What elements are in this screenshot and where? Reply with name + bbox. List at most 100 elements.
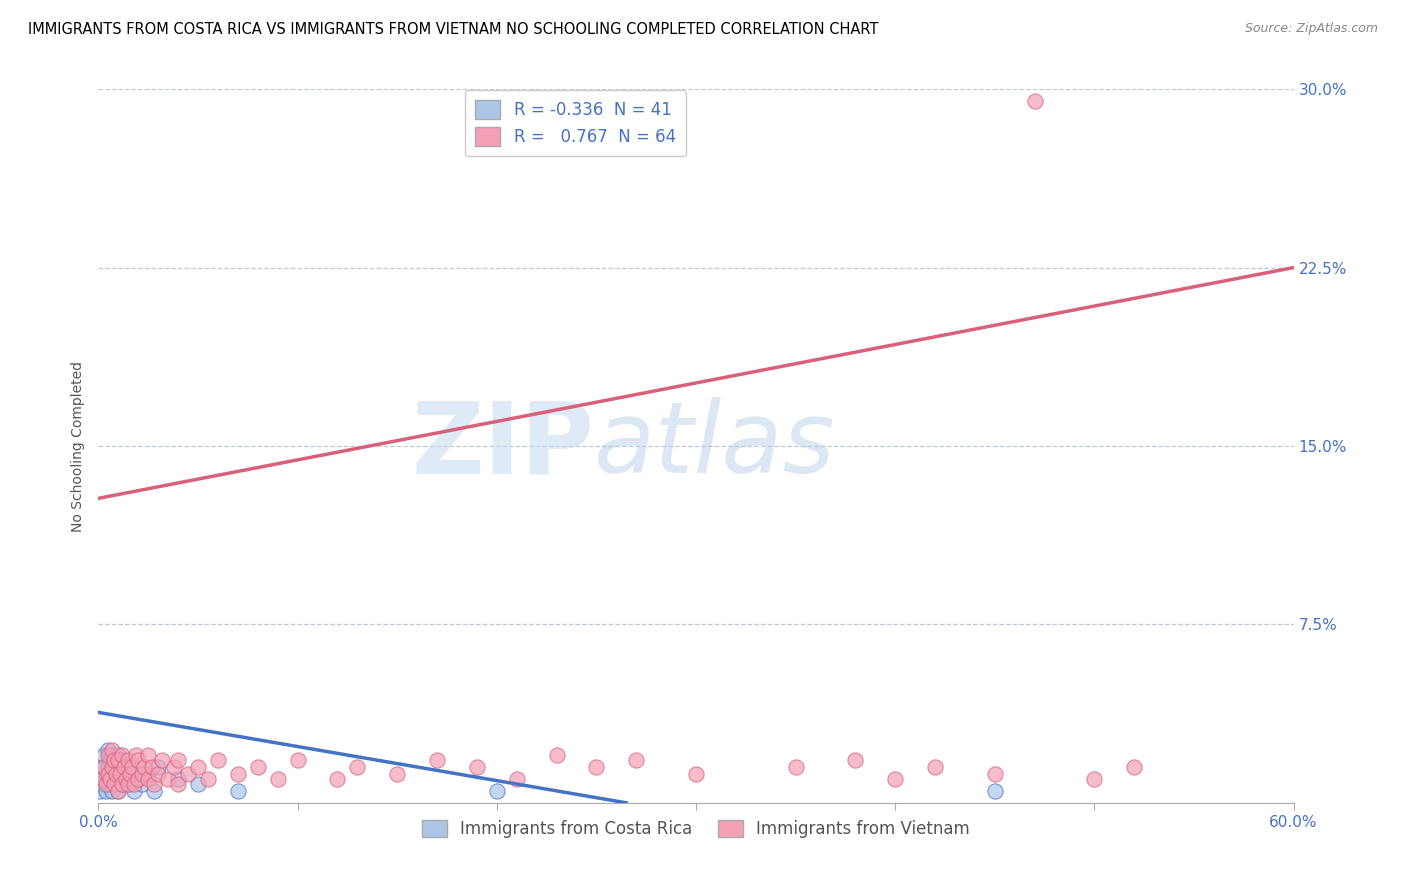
Point xyxy=(97,760,120,774)
Point xyxy=(267,772,290,786)
Point xyxy=(105,767,128,781)
Point xyxy=(685,767,707,781)
Point xyxy=(107,784,129,798)
Point xyxy=(984,767,1007,781)
Point xyxy=(1123,760,1146,774)
Point xyxy=(426,753,449,767)
Point xyxy=(136,767,159,781)
Point xyxy=(141,760,163,774)
Point xyxy=(984,784,1007,798)
Point xyxy=(110,760,132,774)
Point xyxy=(465,760,488,774)
Point xyxy=(101,784,124,798)
Point xyxy=(105,753,128,767)
Point xyxy=(167,777,190,791)
Point xyxy=(93,772,115,786)
Point xyxy=(127,772,149,786)
Point xyxy=(117,753,139,767)
Y-axis label: No Schooling Completed: No Schooling Completed xyxy=(70,360,84,532)
Point xyxy=(103,777,125,791)
Point xyxy=(89,784,111,798)
Point xyxy=(117,760,139,774)
Point xyxy=(97,777,120,791)
Point xyxy=(127,753,149,767)
Point xyxy=(101,743,124,757)
Point xyxy=(110,767,132,781)
Point xyxy=(131,777,153,791)
Point xyxy=(226,784,249,798)
Point xyxy=(103,753,125,767)
Point xyxy=(1024,94,1046,108)
Point xyxy=(150,753,173,767)
Point xyxy=(585,760,607,774)
Point xyxy=(134,760,156,774)
Point xyxy=(884,772,907,786)
Point xyxy=(148,760,170,774)
Point xyxy=(167,772,190,786)
Point xyxy=(98,772,122,786)
Point xyxy=(385,767,409,781)
Point xyxy=(98,772,122,786)
Point xyxy=(120,777,142,791)
Point xyxy=(93,760,115,774)
Point xyxy=(111,753,134,767)
Point xyxy=(111,748,134,763)
Point xyxy=(785,760,807,774)
Point xyxy=(226,767,249,781)
Point xyxy=(96,767,118,781)
Point xyxy=(136,748,159,763)
Point xyxy=(103,777,125,791)
Point xyxy=(105,772,128,786)
Point xyxy=(143,777,166,791)
Point xyxy=(136,772,159,786)
Point xyxy=(101,767,124,781)
Point xyxy=(97,743,120,757)
Point xyxy=(111,777,134,791)
Text: atlas: atlas xyxy=(595,398,837,494)
Point xyxy=(125,748,148,763)
Point xyxy=(120,767,142,781)
Point xyxy=(177,767,200,781)
Point xyxy=(131,767,153,781)
Point xyxy=(626,753,648,767)
Point xyxy=(115,772,138,786)
Point xyxy=(97,748,120,763)
Point xyxy=(506,772,529,786)
Point xyxy=(91,772,114,786)
Point xyxy=(111,777,134,791)
Point xyxy=(96,777,118,791)
Point xyxy=(485,784,508,798)
Point xyxy=(107,767,129,781)
Point xyxy=(117,777,139,791)
Point xyxy=(187,777,209,791)
Point xyxy=(91,760,114,774)
Point xyxy=(112,767,135,781)
Point xyxy=(96,784,118,798)
Point xyxy=(107,784,129,798)
Legend: Immigrants from Costa Rica, Immigrants from Vietnam: Immigrants from Costa Rica, Immigrants f… xyxy=(415,813,977,845)
Point xyxy=(246,760,269,774)
Point xyxy=(163,760,186,774)
Point xyxy=(107,748,129,763)
Point xyxy=(97,767,120,781)
Point xyxy=(148,767,170,781)
Point xyxy=(127,772,149,786)
Text: Source: ZipAtlas.com: Source: ZipAtlas.com xyxy=(1244,22,1378,36)
Point xyxy=(121,767,143,781)
Point xyxy=(844,753,866,767)
Point xyxy=(187,760,209,774)
Point xyxy=(157,772,180,786)
Point xyxy=(91,777,114,791)
Point xyxy=(546,748,568,763)
Text: IMMIGRANTS FROM COSTA RICA VS IMMIGRANTS FROM VIETNAM NO SCHOOLING COMPLETED COR: IMMIGRANTS FROM COSTA RICA VS IMMIGRANTS… xyxy=(28,22,879,37)
Point xyxy=(98,753,122,767)
Point xyxy=(124,777,146,791)
Point xyxy=(207,753,229,767)
Text: ZIP: ZIP xyxy=(412,398,595,494)
Point xyxy=(346,760,368,774)
Point xyxy=(197,772,219,786)
Point xyxy=(326,772,349,786)
Point xyxy=(115,772,138,786)
Point xyxy=(101,748,124,763)
Point xyxy=(124,784,146,798)
